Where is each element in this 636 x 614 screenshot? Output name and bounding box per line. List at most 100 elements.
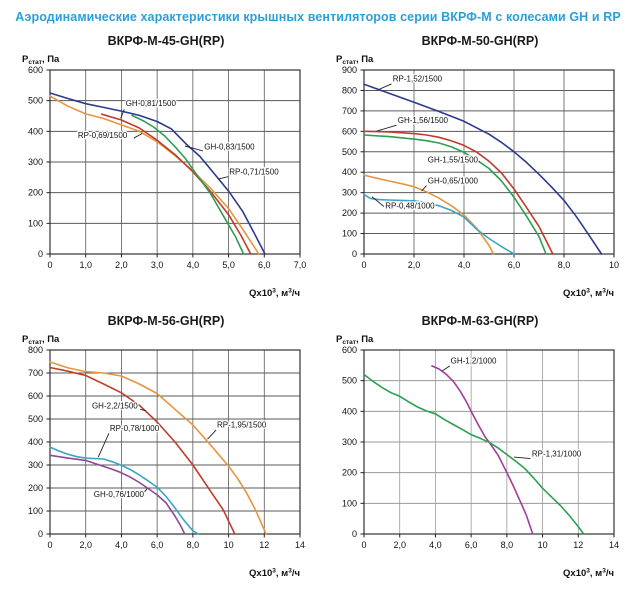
series-label-leader <box>441 365 450 372</box>
series-label: GH-1,2/1000 <box>451 356 497 365</box>
y-tick-label: 400 <box>28 126 43 136</box>
y-tick-label: 300 <box>28 460 43 470</box>
gridlines <box>50 350 300 534</box>
series-label-leader <box>371 196 385 207</box>
chart-canvas-vkrf-m-50: 0 2,0 4,0 6,0 8,0 10 0 100 200 300 400 500 600 700 800… <box>318 50 632 302</box>
chart-vkrf-m-45: ВКРФ-М-45-GH(RP) 0 1,0 2,0 3,0 4,0 5,0 6,0 7,0 0… <box>4 34 318 302</box>
series-label: RP-0,71/1500 <box>229 167 279 176</box>
series-curve-RP-0,78/1000 <box>49 446 199 535</box>
series-label-leader <box>207 429 217 440</box>
x-tick-label: 1,0 <box>79 260 92 270</box>
series-curve-RP-1,95/1500 <box>49 361 267 535</box>
x-tick-label: 0 <box>47 540 52 550</box>
series-label-leader <box>133 133 143 139</box>
y-tick-label: 300 <box>342 437 357 447</box>
axis-ticks: 0 2,0 4,0 6,0 8,0 10 12 14 0 100 200 300 400 500 600 <box>342 345 619 550</box>
y-tick-label: 600 <box>28 65 43 75</box>
series-curve-RP-1,31/1000 <box>363 373 585 535</box>
series-label: GH-1,56/1500 <box>398 116 449 125</box>
x-tick-label: 10 <box>538 540 548 550</box>
series-label: GH-0,83/1500 <box>204 143 255 152</box>
series-curve-GH-0,65/1000 <box>363 174 495 255</box>
series-label: RP-0,48/1000 <box>385 202 435 211</box>
series-label-leader <box>376 124 397 132</box>
series-label: GH-0,81/1500 <box>126 99 177 108</box>
plot-border <box>363 69 615 255</box>
y-tick-label: 600 <box>342 126 357 136</box>
y-tick-label: 300 <box>28 157 43 167</box>
y-tick-label: 100 <box>28 218 43 228</box>
y-tick-label: 0 <box>38 529 43 539</box>
chart-canvas-vkrf-m-56: 0 2,0 4,0 6,0 8,0 10 12 14 0 100 200 300 400 500 600 70… <box>4 330 318 582</box>
series-curve-RP-0,69/1500 <box>49 95 260 255</box>
y-tick-label: 300 <box>342 188 357 198</box>
y-tick-label: 500 <box>28 96 43 106</box>
chart-canvas-vkrf-m-45: 0 1,0 2,0 3,0 4,0 5,0 6,0 7,0 0 100 200 300 400 500 60… <box>4 50 318 302</box>
x-tick-label: 6,0 <box>508 260 521 270</box>
series-curve-GH-2,2/1500 <box>49 366 236 535</box>
series-label-leader <box>217 176 228 180</box>
page-title: Аэродинамические характеристики крышных … <box>15 10 621 24</box>
x-axis-title: Qx103, м3/ч <box>563 568 614 580</box>
x-tick-label: 2,0 <box>115 260 128 270</box>
x-tick-label: 0 <box>361 540 366 550</box>
x-tick-label: 14 <box>609 540 619 550</box>
chart-plot: 0 2,0 4,0 6,0 8,0 10 12 14 0 100 200 300 400 500 600Pс… <box>336 334 619 580</box>
chart-canvas-vkrf-m-63: 0 2,0 4,0 6,0 8,0 10 12 14 0 100 200 300 400 500 600 Pс… <box>318 330 632 582</box>
series-label: GH-0,76/1000 <box>94 490 145 499</box>
x-tick-label: 6,0 <box>465 540 478 550</box>
gridlines <box>364 70 614 254</box>
x-axis-title: Qx103, м3/ч <box>563 288 614 300</box>
series-label: RP-1,95/1500 <box>217 421 267 430</box>
series-label: GH-2,2/1500 <box>92 402 138 411</box>
x-tick-label: 0 <box>361 260 366 270</box>
chart-title-vkrf-m-56: ВКРФ-М-56-GH(RP) <box>107 314 225 328</box>
x-tick-label: 7,0 <box>294 260 307 270</box>
series-label: GH-0,65/1000 <box>428 176 479 185</box>
x-tick-label: 6,0 <box>258 260 271 270</box>
series-label-leader <box>97 433 110 458</box>
chart-title-vkrf-m-45: ВКРФ-М-45-GH(RP) <box>107 34 225 48</box>
page: Аэродинамические характеристики крышных … <box>4 10 632 582</box>
y-tick-label: 600 <box>28 391 43 401</box>
x-tick-label: 4,0 <box>187 260 200 270</box>
x-tick-label: 8,0 <box>187 540 200 550</box>
series-curve-GH-1,55/1500 <box>363 134 547 255</box>
y-tick-label: 700 <box>342 106 357 116</box>
chart-title-vkrf-m-50: ВКРФ-М-50-GH(RP) <box>421 34 539 48</box>
x-tick-label: 14 <box>295 540 305 550</box>
series-curve-RP-0,71/1500 <box>49 92 266 255</box>
series-label-leader <box>140 488 148 497</box>
y-tick-label: 800 <box>28 345 43 355</box>
y-tick-label: 200 <box>342 468 357 478</box>
chart-vkrf-m-63: ВКРФ-М-63-GH(RP) 0 2,0 4,0 6,0 8,0 10 12 14 0 100… <box>318 314 632 582</box>
y-axis-title: Pстат, Па <box>22 54 60 66</box>
y-tick-label: 400 <box>342 406 357 416</box>
x-tick-label: 5,0 <box>222 260 235 270</box>
x-tick-label: 3,0 <box>151 260 164 270</box>
y-tick-label: 200 <box>342 208 357 218</box>
x-axis-title: Qx103, м3/ч <box>249 568 300 580</box>
x-tick-label: 4,0 <box>115 540 128 550</box>
x-tick-label: 4,0 <box>458 260 471 270</box>
series-curve-GH-1,2/1000 <box>431 365 534 535</box>
axis-ticks: 0 2,0 4,0 6,0 8,0 10 12 14 0 100 200 300 400 500 600 70… <box>28 345 305 550</box>
chart-plot: 0 2,0 4,0 6,0 8,0 10 12 14 0 100 200 300 400 500 600 70… <box>22 334 305 580</box>
y-tick-label: 400 <box>342 167 357 177</box>
series-label-leader <box>421 185 427 192</box>
x-tick-label: 8,0 <box>501 540 514 550</box>
x-tick-label: 2,0 <box>393 540 406 550</box>
y-tick-label: 500 <box>342 376 357 386</box>
y-axis-title: Pстат, Па <box>336 54 374 66</box>
axis-ticks: 0 2,0 4,0 6,0 8,0 100100200300400500600700800… <box>342 65 619 270</box>
y-tick-label: 0 <box>38 249 43 259</box>
series-label: GH-1,55/1500 <box>428 155 479 164</box>
series-label: RP-0,69/1500 <box>78 131 128 140</box>
y-tick-label: 100 <box>28 506 43 516</box>
x-tick-label: 12 <box>573 540 583 550</box>
y-axis-title: Pстат, Па <box>336 334 374 346</box>
y-tick-label: 200 <box>28 188 43 198</box>
series-curve-RP-1,52/1500 <box>363 83 603 255</box>
y-tick-label: 500 <box>342 147 357 157</box>
y-tick-label: 600 <box>342 345 357 355</box>
